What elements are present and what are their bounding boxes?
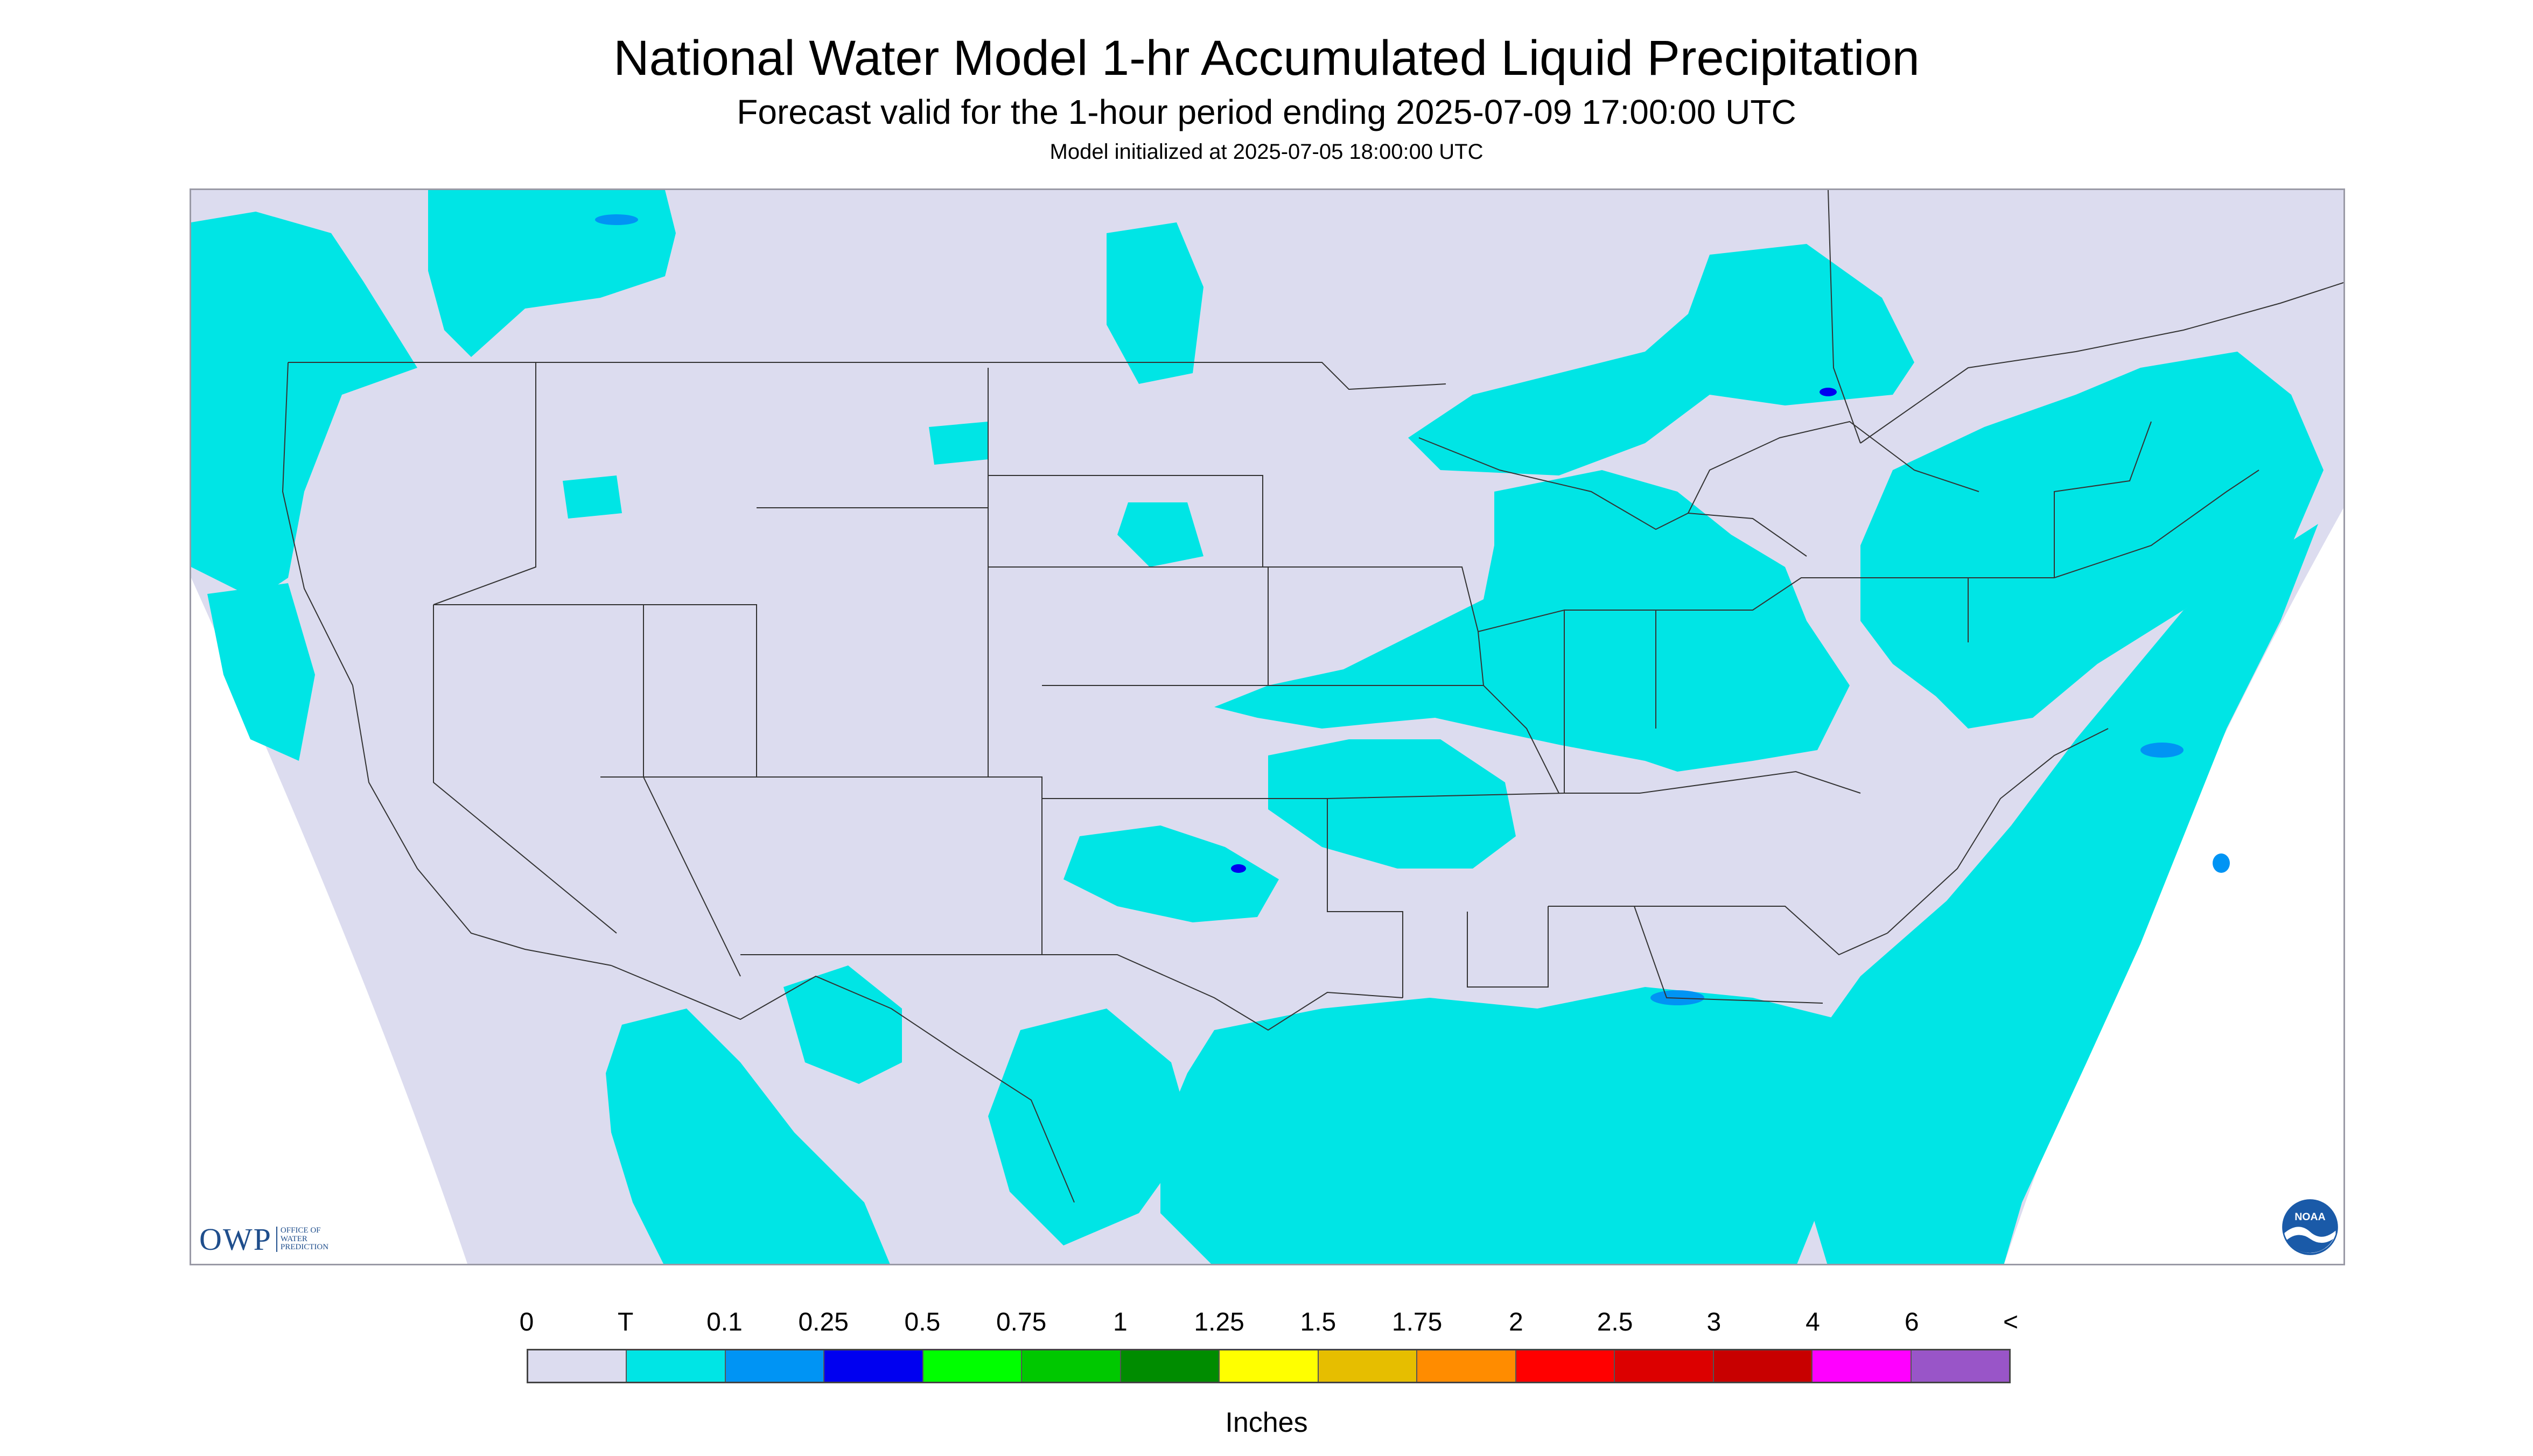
political-boundaries	[282, 190, 2343, 1203]
color-legend	[527, 1349, 2011, 1383]
legend-swatch	[1813, 1350, 1912, 1382]
legend-tick-label: 2.5	[1597, 1308, 1633, 1336]
noaa-logo-text: NOAA	[2294, 1211, 2325, 1223]
legend-swatch	[1318, 1350, 1418, 1382]
legend-swatch	[824, 1350, 923, 1382]
owp-logo-subtext: OFFICE OF WATER PREDICTION	[276, 1226, 329, 1252]
precip-light-areas	[191, 190, 2324, 1264]
map-subtitle: Forecast valid for the 1-hour period end…	[737, 93, 1796, 131]
legend-swatch	[528, 1350, 627, 1382]
legend-tick-label: 0.5	[904, 1308, 941, 1336]
legend-tick-label: 3	[1706, 1308, 1722, 1336]
legend-tick-label: 0	[519, 1308, 534, 1336]
legend-tick-label: 0.25	[798, 1308, 849, 1336]
legend-tick-label: 0.1	[706, 1308, 743, 1336]
legend-units: Inches	[1225, 1407, 1308, 1438]
noaa-logo: NOAA	[2282, 1199, 2338, 1255]
precip-heavy-areas	[1231, 388, 1837, 873]
owp-sub-line-2: WATER	[280, 1234, 307, 1243]
legend-swatch	[1911, 1350, 2010, 1382]
legend-swatch	[1121, 1350, 1220, 1382]
legend-tick-label: 2	[1508, 1308, 1523, 1336]
legend-tick-label: 0.75	[996, 1308, 1047, 1336]
owp-sub-line-3: PREDICTION	[280, 1243, 329, 1252]
owp-sub-line-1: OFFICE OF	[280, 1226, 321, 1235]
legend-tick-label: 4	[1806, 1308, 1820, 1336]
legend-tick-label: <	[2003, 1308, 2019, 1336]
legend-tick-label: 1	[1113, 1308, 1128, 1336]
legend-swatch	[627, 1350, 726, 1382]
legend-swatch	[1516, 1350, 1615, 1382]
legend-swatch	[1220, 1350, 1319, 1382]
legend-swatch	[923, 1350, 1023, 1382]
legend-swatch	[1022, 1350, 1121, 1382]
legend-swatch	[1615, 1350, 1714, 1382]
model-init-time: Model initialized at 2025-07-05 18:00:00…	[1049, 140, 1484, 164]
legend-swatch	[1713, 1350, 1813, 1382]
map-domain	[191, 190, 2343, 1264]
precipitation-map	[190, 188, 2345, 1265]
legend-tick-label: T	[618, 1308, 634, 1336]
legend-swatch	[725, 1350, 825, 1382]
owp-logo-text: OWP	[199, 1222, 272, 1257]
legend-tick-label: 1.5	[1300, 1308, 1337, 1336]
map-title: National Water Model 1-hr Accumulated Li…	[613, 31, 1920, 86]
legend-tick-label: 1.75	[1391, 1308, 1443, 1336]
legend-swatch	[1417, 1350, 1516, 1382]
owp-logo: OWP OFFICE OF WATER PREDICTION	[199, 1221, 328, 1257]
legend-tick-label: 6	[1904, 1308, 1919, 1336]
legend-tick-label: 1.25	[1194, 1308, 1244, 1336]
